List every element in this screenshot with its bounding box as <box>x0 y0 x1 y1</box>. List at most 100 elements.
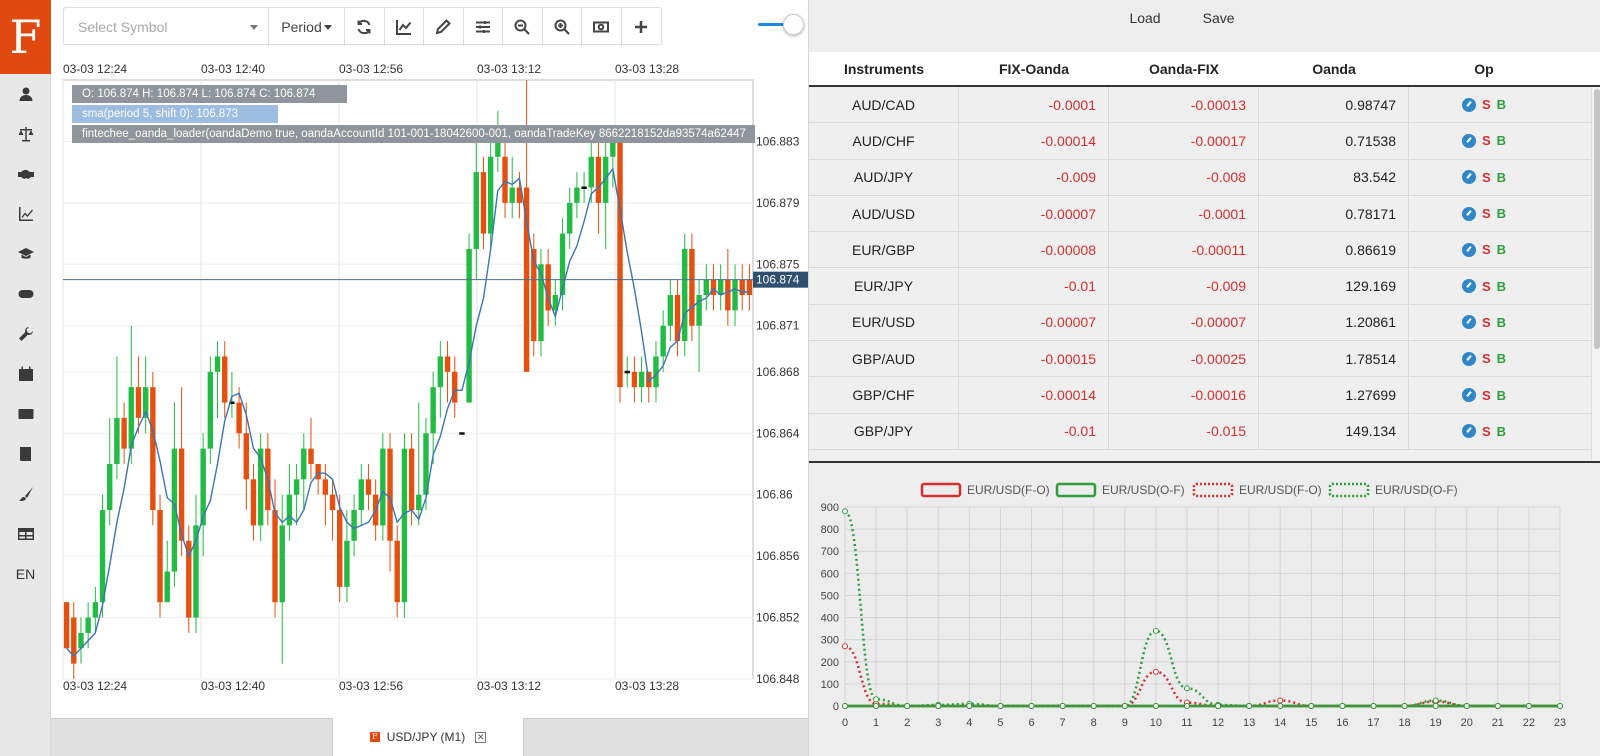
sell-button[interactable]: S <box>1481 314 1491 330</box>
add-chart-button[interactable] <box>622 8 662 46</box>
close-icon[interactable]: ✕ <box>475 731 487 743</box>
toggle-slider[interactable] <box>756 14 806 35</box>
load-button[interactable]: Load <box>1129 9 1161 26</box>
cell-oanda-fix: -0.009 <box>1109 268 1259 304</box>
symbol-select[interactable]: Select Symbol <box>64 8 269 46</box>
language-selector[interactable]: EN <box>15 566 36 582</box>
dashboard-icon[interactable] <box>1461 279 1476 294</box>
table-row[interactable]: GBP/AUD -0.00015 -0.00025 1.78514 S B <box>809 341 1600 378</box>
candlestick-chart[interactable]: 03-03 12:24 03-03 12:24 03-03 12:40 03-03 1… <box>51 55 808 695</box>
dashboard-icon[interactable] <box>1461 388 1476 403</box>
dashboard-icon[interactable] <box>1461 424 1476 439</box>
candle-body <box>452 371 458 403</box>
sell-button[interactable]: S <box>1481 387 1491 403</box>
scrollbar-thumb[interactable] <box>1594 89 1600 349</box>
cell-instrument: AUD/USD <box>809 195 959 232</box>
logo[interactable]: F <box>0 0 51 74</box>
sell-button[interactable]: S <box>1481 242 1491 258</box>
buy-button[interactable]: B <box>1496 97 1507 113</box>
zoom-in-button[interactable] <box>543 8 582 46</box>
table-row[interactable]: AUD/CHF -0.00014 -0.00017 0.71538 S B <box>809 123 1600 160</box>
sidebar-item-balance[interactable] <box>0 114 51 154</box>
buy-button[interactable]: B <box>1496 206 1507 222</box>
buy-button[interactable]: B <box>1496 351 1507 367</box>
plot-area <box>62 79 754 680</box>
dashboard-icon[interactable] <box>1461 206 1476 221</box>
column-header-instruments[interactable]: Instruments <box>843 60 925 77</box>
draw-button[interactable] <box>424 8 464 46</box>
sidebar-item-tools[interactable] <box>0 314 51 354</box>
table-row[interactable]: AUD/JPY -0.009 -0.008 83.542 S B <box>809 159 1600 196</box>
candle-body <box>150 387 156 511</box>
buy-button[interactable]: B <box>1496 278 1507 294</box>
series-point <box>1494 703 1501 709</box>
buy-button[interactable]: B <box>1496 314 1507 330</box>
slider-knob[interactable] <box>783 14 804 35</box>
sell-button[interactable]: S <box>1481 206 1491 222</box>
cell-fix-oanda: -0.0001 <box>959 87 1109 123</box>
screenshot-button[interactable] <box>582 8 622 46</box>
table-row[interactable]: GBP/CHF -0.00014 -0.00016 1.27699 S B <box>809 377 1600 414</box>
sell-button[interactable]: S <box>1481 278 1491 294</box>
series-point <box>1339 703 1346 709</box>
column-header-op[interactable]: Op <box>1474 60 1494 77</box>
table-row[interactable]: EUR/GBP -0.00008 -0.00011 0.86619 S B <box>809 232 1600 269</box>
table-scrollbar[interactable] <box>1591 87 1600 461</box>
sell-button[interactable]: S <box>1481 133 1491 149</box>
plus-icon <box>635 21 648 33</box>
column-header-oanda-fix[interactable]: Oanda-FIX <box>1148 60 1219 77</box>
sidebar-item-news[interactable] <box>0 394 51 434</box>
column-header-oanda[interactable]: Oanda <box>1312 60 1356 77</box>
candle-body <box>667 295 674 326</box>
dashboard-icon[interactable] <box>1461 97 1476 112</box>
sidebar-item-handshake[interactable] <box>0 154 51 194</box>
candle-body <box>538 264 544 342</box>
buy-button[interactable]: B <box>1496 133 1507 149</box>
symbol-select-placeholder: Select Symbol <box>78 19 168 35</box>
sidebar-item-paint[interactable] <box>0 474 51 514</box>
time-axis-label-bottom: 03-03 12:40 <box>201 679 265 693</box>
sidebar-item-book[interactable] <box>0 434 51 474</box>
handshake-icon <box>17 170 34 179</box>
indicators-button[interactable] <box>464 8 503 46</box>
buy-button[interactable]: B <box>1496 169 1507 185</box>
table-row[interactable]: AUD/CAD -0.0001 -0.00013 0.98747 S B <box>809 87 1600 124</box>
buy-button[interactable]: B <box>1496 387 1507 403</box>
chart-tab[interactable]: F USD/JPY (M1) ✕ <box>332 718 524 756</box>
sell-button[interactable]: S <box>1481 423 1491 439</box>
dashboard-icon[interactable] <box>1461 315 1476 330</box>
book-icon <box>19 447 31 461</box>
table-row[interactable]: EUR/USD -0.00007 -0.00007 1.20861 S B <box>809 304 1600 342</box>
x-tick-label: 12 <box>1212 717 1224 729</box>
sidebar-item-education[interactable] <box>0 234 51 274</box>
chart-type-button[interactable] <box>385 8 424 46</box>
candle-body <box>653 356 659 388</box>
dashboard-icon[interactable] <box>1461 351 1476 366</box>
dashboard-icon[interactable] <box>1461 242 1476 257</box>
zoom-out-button[interactable] <box>503 8 543 46</box>
sell-button[interactable]: S <box>1481 169 1491 185</box>
candle-body <box>660 325 666 357</box>
buy-button[interactable]: B <box>1496 423 1507 439</box>
sidebar-item-table[interactable] <box>0 514 51 554</box>
save-button[interactable]: Save <box>1202 9 1235 26</box>
sidebar-item-user[interactable] <box>0 74 51 114</box>
buy-button[interactable]: B <box>1496 242 1507 258</box>
refresh-button[interactable] <box>345 8 385 46</box>
dashboard-icon[interactable] <box>1461 133 1476 148</box>
sell-button[interactable]: S <box>1481 97 1491 113</box>
period-dropdown[interactable]: Period <box>269 8 345 46</box>
dashboard-icon[interactable] <box>1461 170 1476 185</box>
table-row[interactable]: AUD/USD -0.00007 -0.0001 0.78171 S B <box>809 195 1600 233</box>
panel-divider[interactable] <box>809 461 1600 463</box>
candle-body <box>164 571 170 603</box>
sidebar-item-charts[interactable] <box>0 194 51 234</box>
table-row[interactable]: GBP/JPY -0.01 -0.015 149.134 S B <box>809 413 1600 450</box>
sell-button[interactable]: S <box>1481 351 1491 367</box>
price-axis-label: 106.856 <box>756 549 800 563</box>
series-point <box>1183 703 1190 709</box>
table-row[interactable]: EUR/JPY -0.01 -0.009 129.169 S B <box>809 268 1600 305</box>
column-header-fix-oanda[interactable]: FIX-Oanda <box>998 60 1069 77</box>
sidebar-item-games[interactable] <box>0 274 51 314</box>
sidebar-item-calendar[interactable] <box>0 354 51 394</box>
